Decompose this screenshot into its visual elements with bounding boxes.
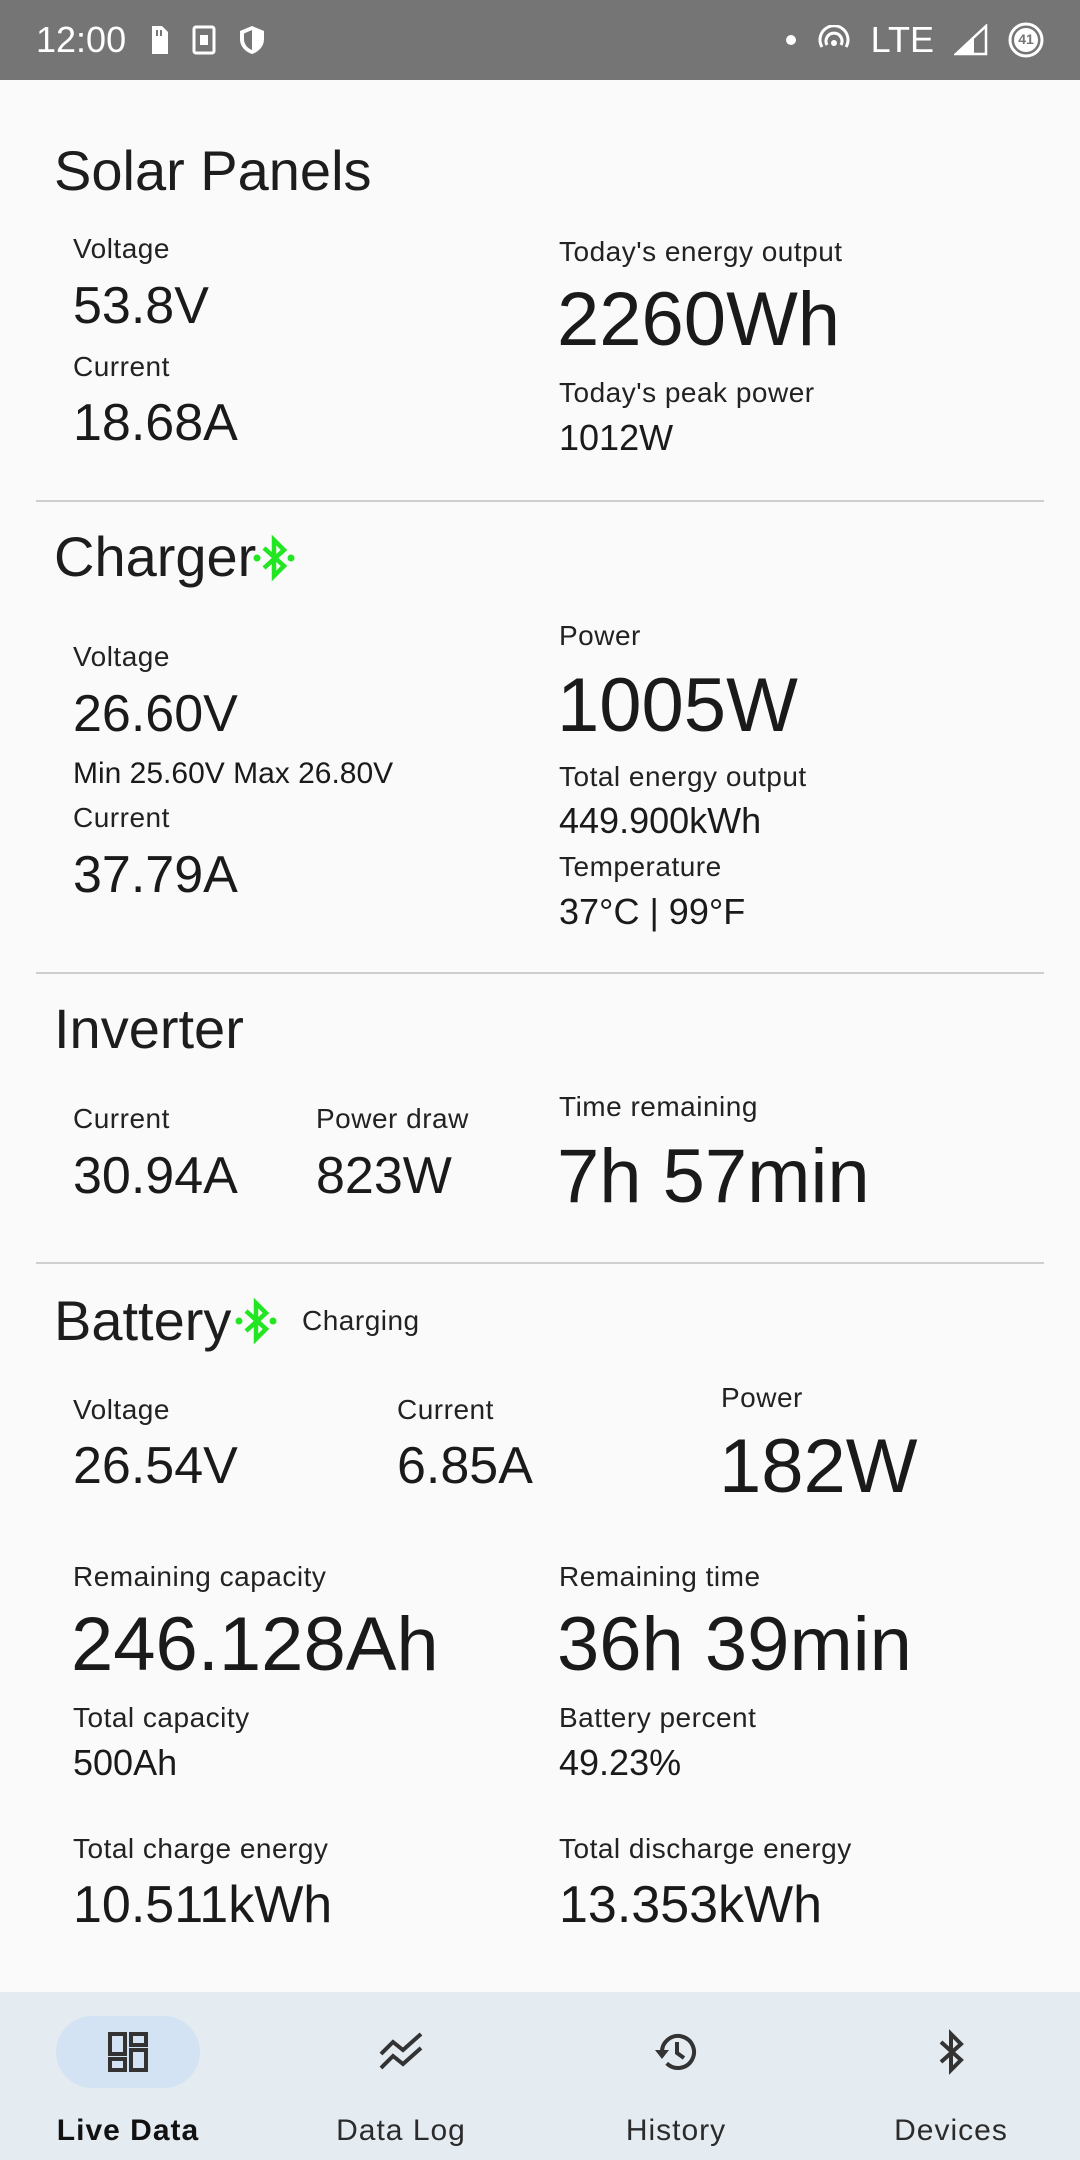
inverter-current-value: 30.94A	[73, 1147, 238, 1205]
status-bar: 12:00 LTE 41	[0, 0, 1080, 80]
bluetooth-connected-icon	[234, 1297, 278, 1350]
battery-discharge-energy-label: Total discharge energy	[559, 1833, 852, 1864]
solar-peak-label: Today's peak power	[559, 377, 815, 408]
charger-voltage-label: Voltage	[73, 641, 170, 672]
solar-current-label: Current	[73, 351, 170, 382]
battery-charge-energy-label: Total charge energy	[73, 1833, 329, 1864]
battery-total-capacity-value: 500Ah	[73, 1742, 178, 1783]
battery-remaining-capacity-label: Remaining capacity	[73, 1561, 327, 1592]
charger-temp-value: 37°C | 99°F	[559, 891, 746, 932]
battery-percent-label: Battery percent	[559, 1702, 757, 1733]
sim-icon	[148, 24, 170, 56]
charger-title: Charger	[54, 525, 257, 588]
hotspot-icon	[817, 25, 851, 55]
charger-total-value: 449.900kWh	[559, 800, 762, 841]
inverter-current-label: Current	[73, 1103, 170, 1134]
charger-temp-label: Temperature	[559, 851, 722, 882]
charger-voltage-value: 26.60V	[73, 685, 238, 743]
solar-voltage-value: 53.8V	[73, 277, 209, 335]
battery-remaining-time-value: 36h 39min	[557, 1602, 912, 1687]
battery-voltage-value: 26.54V	[73, 1437, 238, 1495]
divider	[36, 1262, 1044, 1264]
bottom-navigation: Live Data Data Log History Devices	[0, 1992, 1080, 2160]
sd-card-icon	[192, 25, 216, 55]
active-indicator	[56, 2016, 200, 2088]
signal-icon	[954, 24, 988, 56]
battery-discharge-energy-value: 13.353kWh	[559, 1876, 823, 1934]
charger-total-label: Total energy output	[559, 761, 807, 792]
solar-voltage-label: Voltage	[73, 233, 170, 264]
battery-voltage-label: Voltage	[73, 1394, 170, 1425]
network-type: LTE	[870, 19, 934, 60]
solar-peak-value: 1012W	[559, 417, 674, 458]
battery-current-label: Current	[397, 1394, 494, 1425]
charger-current-value: 37.79A	[73, 846, 238, 904]
inverter-time-label: Time remaining	[559, 1091, 758, 1122]
solar-energy-value: 2260Wh	[557, 277, 841, 362]
inverter-power-value: 823W	[316, 1147, 452, 1205]
nav-label: Devices	[894, 2114, 1008, 2147]
battery-remaining-time-label: Remaining time	[559, 1561, 761, 1592]
nav-label: Live Data	[56, 2114, 200, 2147]
charger-minmax: Min 25.60V Max 26.80V	[73, 757, 394, 790]
chart-line-icon	[377, 2028, 425, 2076]
bluetooth-icon	[927, 2028, 975, 2076]
nav-label: Data Log	[336, 2114, 466, 2147]
battery-title: Battery	[54, 1289, 232, 1352]
battery-level: 41	[1018, 31, 1034, 47]
battery-power-value: 182W	[719, 1424, 918, 1509]
nav-item-live-data[interactable]: Live Data	[36, 1992, 306, 2160]
nav-item-devices[interactable]: Devices	[816, 1992, 1080, 2160]
charger-power-value: 1005W	[557, 663, 798, 748]
solar-energy-label: Today's energy output	[559, 236, 843, 267]
battery-power-label: Power	[721, 1382, 803, 1413]
battery-total-capacity-label: Total capacity	[73, 1702, 250, 1733]
battery-charge-energy-value: 10.511kWh	[73, 1876, 333, 1934]
bluetooth-connected-icon	[252, 534, 296, 587]
battery-remaining-capacity-value: 246.128Ah	[71, 1602, 439, 1687]
charger-current-label: Current	[73, 802, 170, 833]
battery-status: Charging	[302, 1305, 420, 1336]
divider	[36, 500, 1044, 502]
battery-current-value: 6.85A	[397, 1437, 533, 1495]
battery-icon: 41	[1008, 22, 1044, 58]
nav-label: History	[625, 2114, 727, 2147]
charger-power-label: Power	[559, 620, 641, 651]
dashboard-icon	[104, 2028, 152, 2076]
nav-item-data-log[interactable]: Data Log	[266, 1992, 536, 2160]
inverter-power-label: Power draw	[316, 1103, 469, 1134]
nav-item-history[interactable]: History	[541, 1992, 811, 2160]
solar-current-value: 18.68A	[73, 394, 238, 452]
dot-icon	[785, 34, 797, 46]
battery-percent-value: 49.23%	[559, 1742, 682, 1783]
status-time: 12:00	[36, 19, 127, 60]
solar-title: Solar Panels	[54, 139, 372, 202]
history-icon	[652, 2028, 700, 2076]
shield-icon	[238, 24, 266, 56]
inverter-time-value: 7h 57min	[557, 1134, 870, 1219]
divider	[36, 972, 1044, 974]
inverter-title: Inverter	[54, 997, 244, 1060]
